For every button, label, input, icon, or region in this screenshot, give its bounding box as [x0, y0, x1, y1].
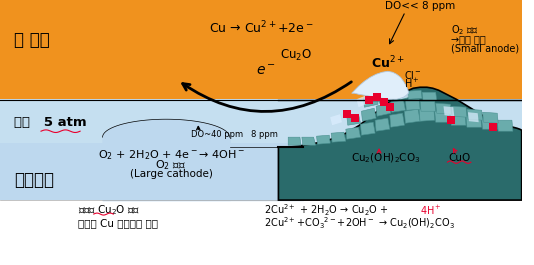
- Polygon shape: [362, 108, 376, 121]
- Polygon shape: [482, 118, 497, 129]
- Text: O$_2$ 풍부: O$_2$ 풍부: [155, 158, 186, 172]
- Polygon shape: [466, 116, 482, 127]
- Polygon shape: [390, 113, 404, 127]
- Text: Cl$^-$: Cl$^-$: [404, 69, 422, 81]
- Polygon shape: [330, 114, 342, 125]
- Text: Cu$_2$O: Cu$_2$O: [280, 48, 312, 63]
- Text: DO<< 8 ppm: DO<< 8 ppm: [385, 1, 455, 11]
- Text: 동 배관: 동 배관: [14, 31, 50, 49]
- Bar: [0, 99, 522, 147]
- Bar: [365, 96, 373, 104]
- Polygon shape: [288, 137, 301, 145]
- Polygon shape: [278, 87, 522, 200]
- Text: Cu → Cu$^{2+}$+2e$^-$: Cu → Cu$^{2+}$+2e$^-$: [209, 20, 314, 37]
- Bar: [447, 116, 456, 124]
- Polygon shape: [451, 106, 467, 117]
- Polygon shape: [391, 100, 405, 112]
- Bar: [0, 143, 522, 200]
- Polygon shape: [420, 101, 436, 111]
- Polygon shape: [360, 122, 375, 135]
- Polygon shape: [483, 112, 498, 123]
- Polygon shape: [467, 109, 483, 120]
- Polygon shape: [302, 137, 316, 145]
- Polygon shape: [378, 91, 392, 103]
- Bar: [373, 93, 381, 101]
- Text: (Small anode): (Small anode): [451, 43, 520, 53]
- Polygon shape: [422, 92, 437, 100]
- Polygon shape: [497, 120, 513, 131]
- Bar: [0, 0, 522, 100]
- Polygon shape: [450, 114, 466, 125]
- Bar: [343, 110, 351, 118]
- Polygon shape: [404, 109, 420, 123]
- Polygon shape: [419, 108, 435, 121]
- Bar: [0, 200, 522, 265]
- Text: Cu$_2$(OH)$_2$CO$_3$: Cu$_2$(OH)$_2$CO$_3$: [351, 151, 421, 165]
- Text: 분홍색 Cu$_2$O 생성: 분홍색 Cu$_2$O 생성: [78, 203, 140, 217]
- Bar: [490, 123, 497, 131]
- Polygon shape: [407, 90, 422, 99]
- Polygon shape: [435, 111, 450, 122]
- Text: O$_2$ 부족: O$_2$ 부족: [451, 23, 479, 37]
- Polygon shape: [405, 99, 420, 110]
- Polygon shape: [375, 118, 390, 131]
- Bar: [380, 98, 388, 106]
- Polygon shape: [352, 71, 409, 99]
- Bar: [386, 103, 394, 111]
- Text: 4H$^+$: 4H$^+$: [420, 204, 442, 217]
- Text: 청록색 Cu 수산화물 생성: 청록색 Cu 수산화물 생성: [78, 218, 158, 228]
- Text: e$^-$: e$^-$: [256, 63, 276, 77]
- Polygon shape: [364, 95, 378, 107]
- Polygon shape: [376, 103, 391, 116]
- Polygon shape: [357, 95, 368, 107]
- Polygon shape: [468, 112, 478, 122]
- Polygon shape: [317, 135, 330, 144]
- Polygon shape: [347, 114, 360, 125]
- Text: H$^+$: H$^+$: [404, 77, 420, 90]
- Text: →부식 진행: →부식 진행: [451, 34, 486, 44]
- Text: (Large cathode): (Large cathode): [130, 169, 213, 179]
- Polygon shape: [346, 127, 360, 139]
- Polygon shape: [331, 132, 346, 142]
- Text: CuO: CuO: [448, 153, 470, 163]
- Text: DO~40 ppm   8 ppm: DO~40 ppm 8 ppm: [192, 130, 278, 139]
- Text: 2Cu$^{2+}$ + 2H$_2$O → Cu$_2$O +: 2Cu$^{2+}$ + 2H$_2$O → Cu$_2$O +: [264, 202, 389, 218]
- Polygon shape: [392, 90, 407, 100]
- Text: O$_2$ + 2H$_2$O + 4e$^-$→ 4OH$^-$: O$_2$ + 2H$_2$O + 4e$^-$→ 4OH$^-$: [98, 148, 244, 162]
- Text: Cu$^{2+}$: Cu$^{2+}$: [371, 55, 405, 72]
- Text: 공기   5 atm: 공기 5 atm: [14, 116, 87, 129]
- Polygon shape: [399, 90, 409, 99]
- Text: 소화용수: 소화용수: [14, 171, 54, 189]
- Text: 2Cu$^{2+}$+CO$_3$$^{2-}$+2OH$^-$ → Cu$_2$(OH)$_2$CO$_3$: 2Cu$^{2+}$+CO$_3$$^{2-}$+2OH$^-$ → Cu$_2…: [264, 215, 454, 231]
- Polygon shape: [436, 103, 451, 114]
- Polygon shape: [381, 91, 392, 102]
- Bar: [351, 114, 358, 122]
- Polygon shape: [444, 106, 454, 116]
